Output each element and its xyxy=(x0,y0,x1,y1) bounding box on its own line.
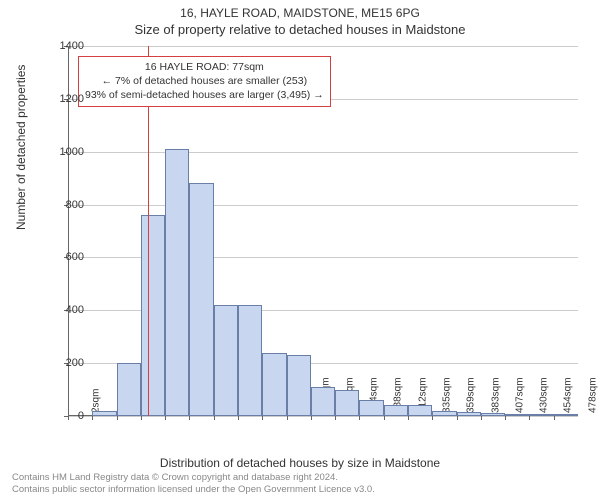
histogram-bar xyxy=(238,305,262,416)
x-tick-mark xyxy=(384,416,385,420)
x-tick-mark xyxy=(311,416,312,420)
x-tick-mark xyxy=(529,416,530,420)
x-axis-label: Distribution of detached houses by size … xyxy=(0,456,600,470)
footer-attribution: Contains HM Land Registry data © Crown c… xyxy=(12,472,375,496)
histogram-bar xyxy=(359,400,383,416)
histogram-bar xyxy=(92,411,116,416)
x-tick-mark xyxy=(287,416,288,420)
x-tick-mark xyxy=(141,416,142,420)
histogram-bar xyxy=(287,355,311,416)
y-tick-label: 1000 xyxy=(44,146,84,158)
x-tick-mark xyxy=(359,416,360,420)
histogram-bar xyxy=(481,413,505,416)
histogram-bar xyxy=(529,414,553,416)
x-tick-label: 478sqm xyxy=(587,377,598,413)
y-tick-label: 600 xyxy=(44,251,84,263)
y-tick-label: 0 xyxy=(44,410,84,422)
x-tick-mark xyxy=(432,416,433,420)
histogram-bar xyxy=(141,215,165,416)
x-tick-label: 407sqm xyxy=(514,377,525,413)
x-tick-mark xyxy=(262,416,263,420)
x-tick-mark xyxy=(214,416,215,420)
histogram-bar xyxy=(117,363,141,416)
histogram-bar xyxy=(408,405,432,416)
callout-box: 16 HAYLE ROAD: 77sqm← 7% of detached hou… xyxy=(78,56,331,107)
histogram-bar xyxy=(311,387,335,416)
footer-line-2: Contains public sector information licen… xyxy=(12,484,375,496)
y-tick-label: 400 xyxy=(44,304,84,316)
x-tick-mark xyxy=(335,416,336,420)
histogram-bar xyxy=(165,149,189,416)
gridline xyxy=(68,205,578,206)
x-tick-mark xyxy=(165,416,166,420)
histogram-bar xyxy=(432,411,456,416)
x-tick-mark xyxy=(481,416,482,420)
chart-header: 16, HAYLE ROAD, MAIDSTONE, ME15 6PG Size… xyxy=(0,0,600,37)
callout-line: ← 7% of detached houses are smaller (253… xyxy=(85,74,324,88)
x-tick-mark xyxy=(408,416,409,420)
histogram-bar xyxy=(189,183,213,416)
histogram-plot: 2sqm26sqm50sqm74sqm98sqm121sqm145sqm169s… xyxy=(68,46,578,416)
y-tick-label: 200 xyxy=(44,357,84,369)
super-title: 16, HAYLE ROAD, MAIDSTONE, ME15 6PG xyxy=(0,6,600,20)
x-tick-label: 335sqm xyxy=(442,377,453,413)
x-tick-label: 430sqm xyxy=(539,377,550,413)
histogram-bar xyxy=(457,412,481,416)
y-tick-label: 1400 xyxy=(44,40,84,52)
x-tick-mark xyxy=(189,416,190,420)
x-tick-mark xyxy=(238,416,239,420)
x-tick-mark xyxy=(117,416,118,420)
main-title: Size of property relative to detached ho… xyxy=(0,22,600,37)
x-tick-label: 359sqm xyxy=(466,377,477,413)
histogram-bar xyxy=(214,305,238,416)
x-tick-label: 454sqm xyxy=(563,377,574,413)
x-tick-mark xyxy=(92,416,93,420)
y-axis-label: Number of detached properties xyxy=(14,65,28,230)
x-tick-label: 383sqm xyxy=(490,377,501,413)
x-tick-mark xyxy=(457,416,458,420)
histogram-bar xyxy=(505,414,529,416)
y-tick-label: 1200 xyxy=(44,93,84,105)
gridline xyxy=(68,416,578,417)
x-tick-mark xyxy=(505,416,506,420)
histogram-bar xyxy=(384,405,408,416)
x-tick-label: 2sqm xyxy=(90,389,101,413)
histogram-bar xyxy=(262,353,286,416)
histogram-bar xyxy=(335,390,359,416)
y-tick-label: 800 xyxy=(44,199,84,211)
gridline xyxy=(68,152,578,153)
callout-line: 93% of semi-detached houses are larger (… xyxy=(85,88,324,102)
x-tick-mark xyxy=(554,416,555,420)
histogram-bar xyxy=(554,414,578,416)
footer-line-1: Contains HM Land Registry data © Crown c… xyxy=(12,472,375,484)
callout-line: 16 HAYLE ROAD: 77sqm xyxy=(85,60,324,74)
gridline xyxy=(68,46,578,47)
